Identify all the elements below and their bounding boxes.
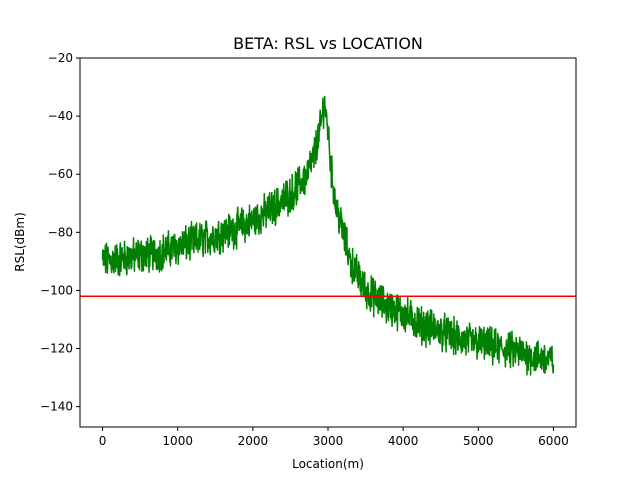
x-tick-label: 0 — [99, 434, 107, 448]
x-axis: 0 1000 2000 3000 4000 5000 6000 — [99, 427, 569, 448]
y-tick-label: −60 — [48, 167, 73, 181]
x-axis-label: Location(m) — [292, 457, 364, 471]
x-tick-label: 5000 — [463, 434, 494, 448]
rsl-series-line — [101, 95, 555, 376]
x-tick-label: 6000 — [538, 434, 569, 448]
y-tick-label: −40 — [48, 109, 73, 123]
y-tick-label: −120 — [40, 342, 73, 356]
y-tick-label: −100 — [40, 283, 73, 297]
y-tick-label: −140 — [40, 400, 73, 414]
y-tick-label: −80 — [48, 225, 73, 239]
x-tick-label: 1000 — [162, 434, 193, 448]
y-axis: −140 −120 −100 −80 −60 −40 −20 — [40, 51, 80, 414]
x-tick-label: 3000 — [313, 434, 344, 448]
plot-area — [79, 57, 577, 428]
y-axis-label: RSL(dBm) — [13, 212, 27, 272]
series-layer — [80, 95, 576, 376]
x-tick-label: 4000 — [388, 434, 419, 448]
chart-title: BETA: RSL vs LOCATION — [233, 34, 423, 53]
x-tick-label: 2000 — [238, 434, 269, 448]
y-tick-label: −20 — [48, 51, 73, 65]
